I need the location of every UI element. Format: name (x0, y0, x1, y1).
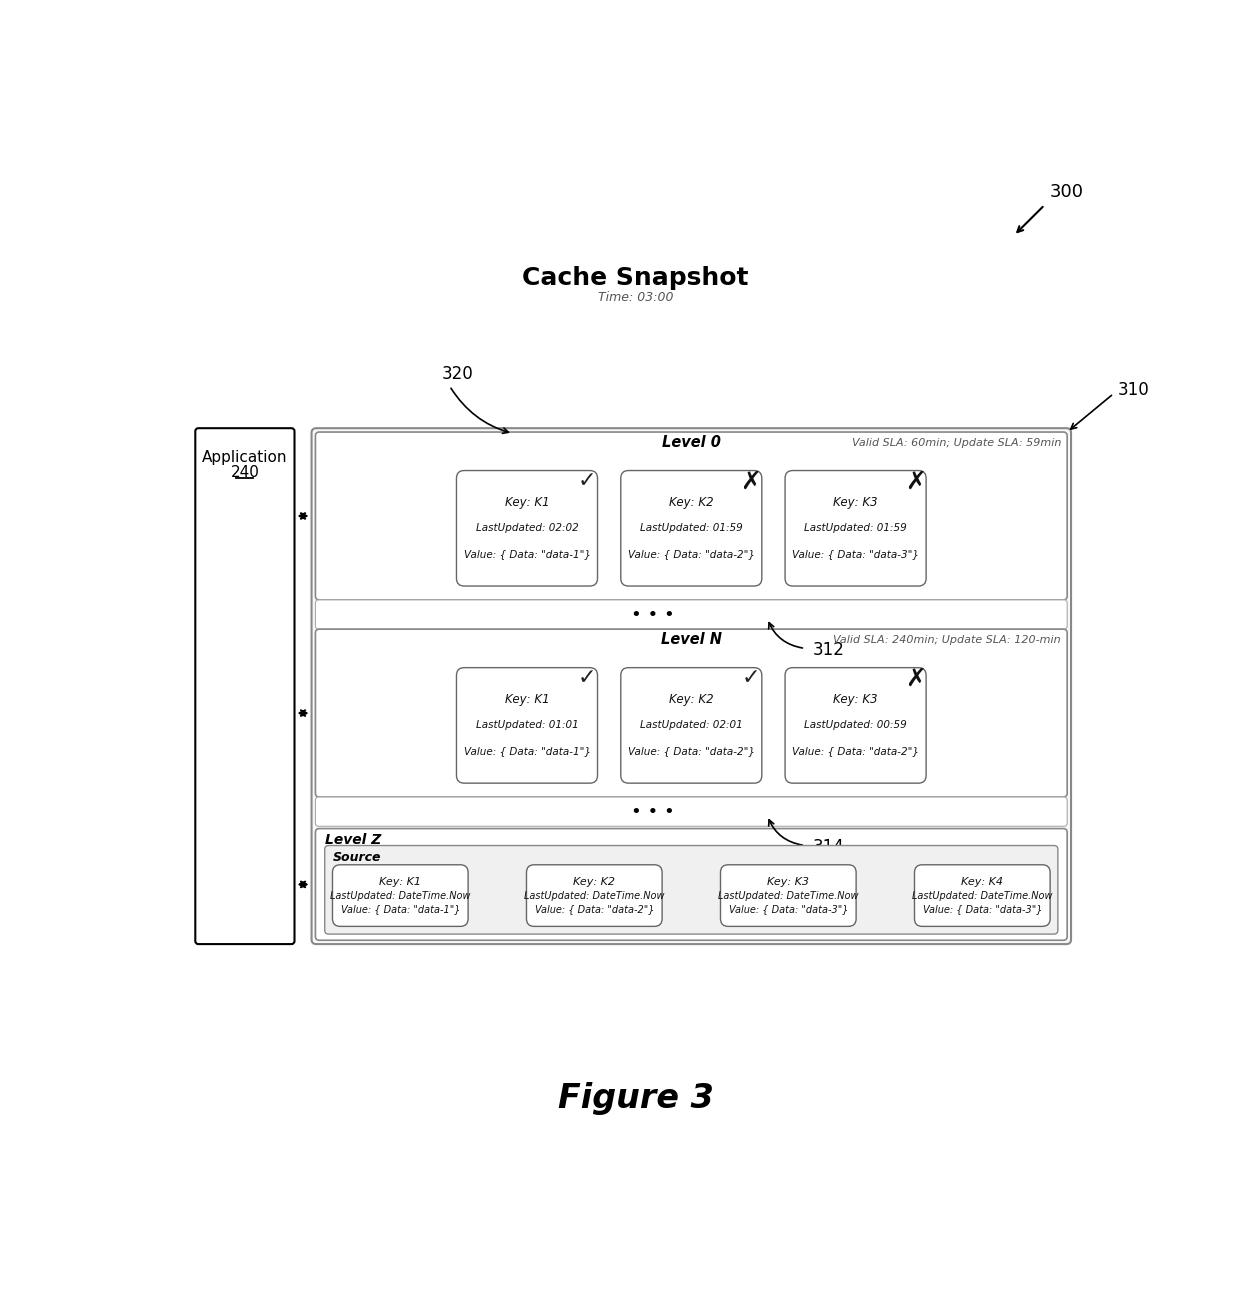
Text: Value: { Data: "data-3"}: Value: { Data: "data-3"} (923, 904, 1042, 915)
Text: Value: { Data: "data-1"}: Value: { Data: "data-1"} (464, 746, 590, 755)
Text: ✓: ✓ (742, 669, 760, 688)
Text: ✗: ✗ (905, 666, 926, 691)
FancyBboxPatch shape (315, 629, 1068, 797)
FancyBboxPatch shape (621, 471, 761, 586)
FancyBboxPatch shape (315, 829, 1068, 940)
FancyBboxPatch shape (527, 865, 662, 926)
Text: LastUpdated: 02:02: LastUpdated: 02:02 (476, 524, 578, 533)
Text: Valid SLA: 240min; Update SLA: 120-min: Valid SLA: 240min; Update SLA: 120-min (833, 634, 1061, 645)
FancyBboxPatch shape (785, 667, 926, 783)
FancyBboxPatch shape (315, 600, 1068, 629)
Text: LastUpdated: 01:59: LastUpdated: 01:59 (805, 524, 906, 533)
Text: • • •: • • • (631, 803, 676, 821)
FancyBboxPatch shape (315, 432, 1068, 600)
FancyBboxPatch shape (785, 471, 926, 586)
Text: 310: 310 (1117, 380, 1149, 399)
Text: Key: K1: Key: K1 (505, 496, 549, 509)
Text: ✗: ✗ (740, 470, 761, 494)
FancyBboxPatch shape (456, 471, 598, 586)
Text: Time: 03:00: Time: 03:00 (598, 291, 673, 304)
Text: Key: K4: Key: K4 (961, 876, 1003, 887)
Text: LastUpdated: 00:59: LastUpdated: 00:59 (805, 720, 906, 730)
Text: Key: K1: Key: K1 (505, 694, 549, 707)
Text: Key: K2: Key: K2 (670, 496, 713, 509)
Text: Key: K2: Key: K2 (573, 876, 615, 887)
Text: 320: 320 (441, 366, 474, 383)
Text: Value: { Data: "data-2"}: Value: { Data: "data-2"} (792, 746, 919, 755)
Text: Key: K2: Key: K2 (670, 694, 713, 707)
Text: • • •: • • • (631, 605, 676, 624)
Text: 300: 300 (1050, 183, 1084, 201)
FancyBboxPatch shape (332, 865, 469, 926)
Text: LastUpdated: DateTime.Now: LastUpdated: DateTime.Now (330, 891, 470, 900)
FancyBboxPatch shape (311, 428, 1071, 944)
FancyBboxPatch shape (915, 865, 1050, 926)
FancyBboxPatch shape (325, 846, 1058, 934)
Text: LastUpdated: 01:01: LastUpdated: 01:01 (476, 720, 578, 730)
Text: Level Z: Level Z (325, 833, 381, 848)
Text: Value: { Data: "data-1"}: Value: { Data: "data-1"} (341, 904, 460, 915)
FancyBboxPatch shape (456, 667, 598, 783)
Text: LastUpdated: DateTime.Now: LastUpdated: DateTime.Now (718, 891, 858, 900)
Text: ✓: ✓ (578, 471, 596, 491)
Text: Value: { Data: "data-1"}: Value: { Data: "data-1"} (464, 549, 590, 559)
FancyBboxPatch shape (621, 667, 761, 783)
Text: 314: 314 (813, 838, 844, 857)
FancyBboxPatch shape (196, 428, 295, 944)
Text: Cache Snapshot: Cache Snapshot (522, 266, 749, 290)
Text: Level 0: Level 0 (662, 436, 720, 450)
Text: Application: Application (202, 450, 288, 465)
Text: ✓: ✓ (578, 669, 596, 688)
Text: LastUpdated: DateTime.Now: LastUpdated: DateTime.Now (913, 891, 1053, 900)
Text: Key: K3: Key: K3 (833, 694, 878, 707)
FancyBboxPatch shape (315, 797, 1068, 826)
Text: LastUpdated: DateTime.Now: LastUpdated: DateTime.Now (525, 891, 665, 900)
Text: Value: { Data: "data-3"}: Value: { Data: "data-3"} (729, 904, 848, 915)
Text: Source: Source (332, 850, 381, 863)
Text: 312: 312 (813, 641, 844, 659)
Text: 240: 240 (231, 466, 259, 480)
Text: Key: K1: Key: K1 (379, 876, 422, 887)
Text: Valid SLA: 60min; Update SLA: 59min: Valid SLA: 60min; Update SLA: 59min (852, 438, 1061, 447)
FancyBboxPatch shape (720, 865, 856, 926)
Text: Figure 3: Figure 3 (558, 1082, 713, 1115)
Text: LastUpdated: 02:01: LastUpdated: 02:01 (640, 720, 743, 730)
Text: LastUpdated: 01:59: LastUpdated: 01:59 (640, 524, 743, 533)
Text: Level N: Level N (661, 633, 722, 647)
Text: Value: { Data: "data-2"}: Value: { Data: "data-2"} (627, 746, 755, 755)
Text: Value: { Data: "data-2"}: Value: { Data: "data-2"} (534, 904, 653, 915)
Text: Value: { Data: "data-2"}: Value: { Data: "data-2"} (627, 549, 755, 559)
Text: Key: K3: Key: K3 (768, 876, 810, 887)
Text: ✗: ✗ (905, 470, 926, 494)
Text: Key: K3: Key: K3 (833, 496, 878, 509)
Text: Value: { Data: "data-3"}: Value: { Data: "data-3"} (792, 549, 919, 559)
